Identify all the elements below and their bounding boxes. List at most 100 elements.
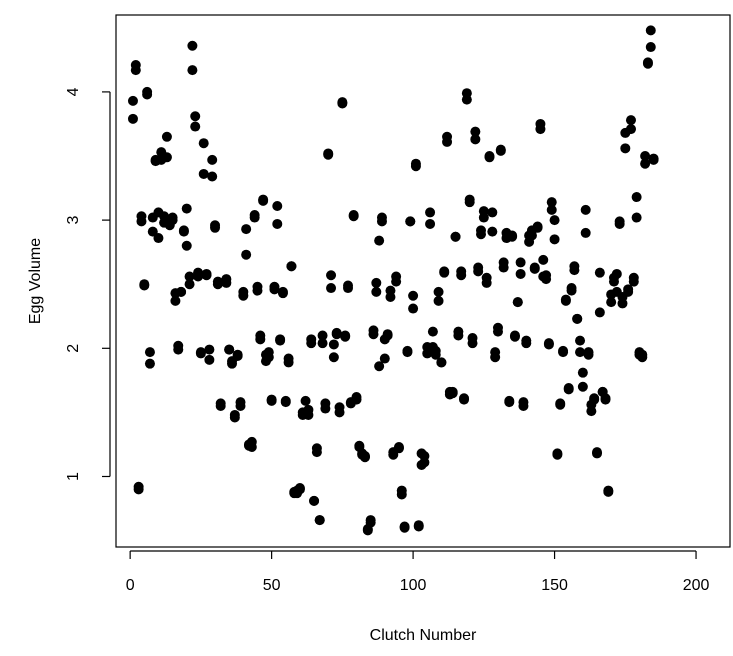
data-point: [507, 231, 518, 242]
data-point: [535, 118, 546, 129]
data-point: [215, 400, 226, 411]
data-point: [459, 394, 470, 405]
data-point: [314, 515, 325, 526]
data-point: [487, 207, 498, 218]
data-point: [546, 204, 557, 215]
data-point: [224, 344, 235, 355]
data-point: [450, 231, 461, 242]
data-point: [396, 489, 407, 500]
data-point: [266, 394, 277, 405]
data-point: [147, 226, 158, 237]
data-point: [328, 339, 339, 350]
data-point: [408, 303, 419, 314]
data-point: [484, 152, 495, 163]
data-point: [127, 113, 138, 124]
data-point: [204, 354, 215, 365]
data-point: [272, 218, 283, 229]
x-tick-label: 200: [683, 577, 710, 594]
data-point: [326, 270, 337, 281]
data-point: [495, 144, 506, 155]
data-point: [467, 338, 478, 349]
data-point: [594, 307, 605, 318]
data-point: [572, 313, 583, 324]
data-point: [577, 367, 588, 378]
data-point: [614, 218, 625, 229]
data-point: [603, 486, 614, 497]
data-point: [410, 161, 421, 172]
data-point: [625, 124, 636, 135]
data-point: [167, 212, 178, 223]
data-point: [473, 266, 484, 277]
data-point: [133, 484, 144, 495]
data-point: [640, 151, 651, 162]
data-point: [470, 126, 481, 137]
data-point: [212, 279, 223, 290]
y-axis-label: Egg Volume: [27, 238, 44, 324]
data-point: [374, 235, 385, 246]
data-point: [391, 276, 402, 287]
data-point: [178, 226, 189, 237]
data-point: [241, 224, 252, 235]
data-point: [623, 284, 634, 295]
data-point: [541, 270, 552, 281]
data-point: [153, 233, 164, 244]
y-tick-label: 4: [65, 87, 82, 96]
data-point: [269, 284, 280, 295]
data-point: [487, 226, 498, 237]
data-point: [207, 171, 218, 182]
data-point: [229, 412, 240, 423]
data-point: [204, 344, 215, 355]
data-point: [190, 121, 201, 132]
data-point: [176, 286, 187, 297]
data-point: [277, 286, 288, 297]
data-point: [198, 168, 209, 179]
data-point: [252, 285, 263, 296]
data-point: [492, 326, 503, 337]
data-point: [127, 95, 138, 106]
data-point: [173, 344, 184, 355]
data-point: [645, 25, 656, 36]
data-point: [439, 267, 450, 278]
data-point: [490, 347, 501, 358]
data-point: [328, 352, 339, 363]
data-point: [286, 261, 297, 272]
data-point: [580, 204, 591, 215]
data-point: [393, 442, 404, 453]
data-point: [498, 262, 509, 273]
data-point: [255, 330, 266, 341]
x-axis-label: Clutch Number: [370, 627, 477, 644]
data-point: [198, 138, 209, 149]
data-point: [538, 254, 549, 265]
data-point: [365, 517, 376, 528]
data-point: [161, 152, 172, 163]
data-point: [193, 271, 204, 282]
data-point: [470, 134, 481, 145]
data-point: [611, 268, 622, 279]
data-point: [509, 330, 520, 341]
data-point: [529, 263, 540, 274]
x-tick-label: 0: [126, 577, 135, 594]
data-point: [201, 268, 212, 279]
data-point: [552, 449, 563, 460]
data-point: [425, 218, 436, 229]
data-point: [371, 286, 382, 297]
data-point: [631, 212, 642, 223]
data-point: [320, 403, 331, 414]
data-point: [368, 325, 379, 336]
data-point: [142, 86, 153, 97]
data-point: [606, 297, 617, 308]
data-point: [170, 295, 181, 306]
data-point: [235, 397, 246, 408]
y-tick-label: 1: [65, 472, 82, 481]
data-point: [311, 447, 322, 458]
data-point: [589, 393, 600, 404]
data-point: [280, 397, 291, 408]
data-point: [343, 283, 354, 294]
data-point: [144, 358, 155, 369]
data-point: [294, 484, 305, 495]
data-point: [385, 292, 396, 303]
data-point: [447, 386, 458, 397]
data-point: [374, 361, 385, 372]
data-point: [340, 331, 351, 342]
data-point: [187, 65, 198, 76]
